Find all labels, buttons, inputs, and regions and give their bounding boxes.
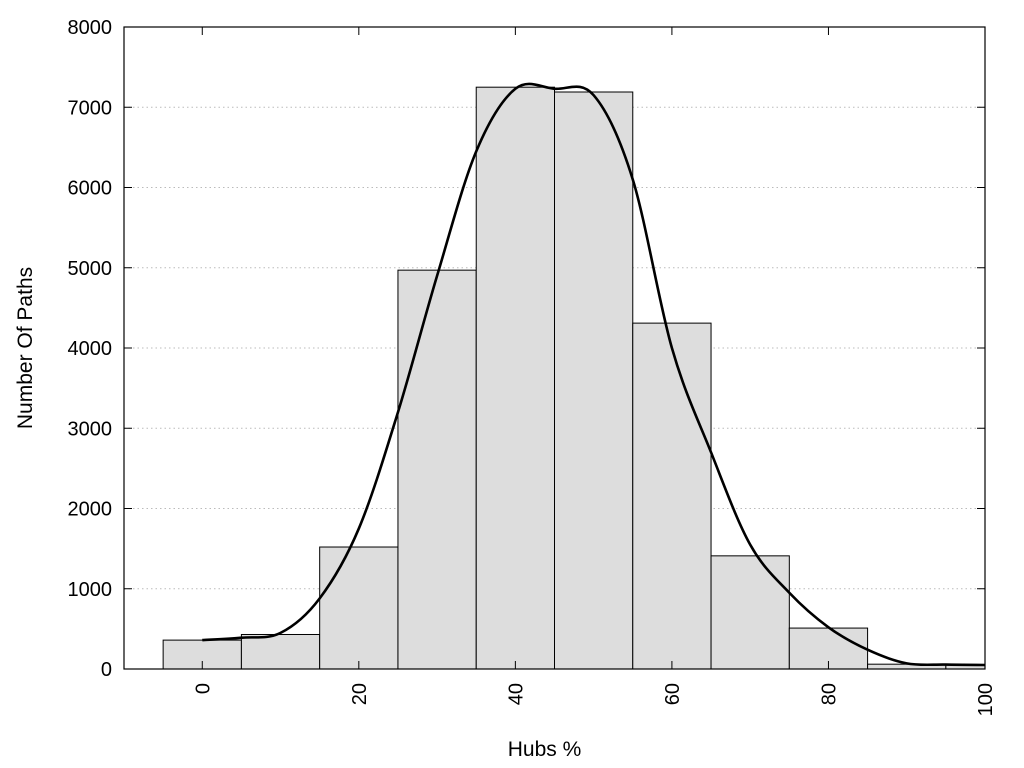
- y-tick-label: 7000: [68, 97, 113, 119]
- histogram-bar: [319, 546, 399, 670]
- y-tick-label: 6000: [68, 178, 113, 200]
- x-tick-label: 60: [662, 683, 684, 705]
- y-tick-label: 3000: [68, 418, 113, 440]
- y-tick-label: 8000: [68, 17, 113, 39]
- histogram-bar: [475, 86, 555, 670]
- histogram-bar: [710, 555, 790, 670]
- y-tick-label: 5000: [68, 258, 113, 280]
- histogram-bars: [162, 86, 986, 670]
- x-tick-label: 40: [505, 683, 527, 705]
- x-tick-label: 0: [192, 683, 214, 694]
- x-axis-title: Hubs %: [508, 738, 582, 761]
- y-axis-title: Number Of Paths: [14, 267, 37, 429]
- y-tick-label: 2000: [68, 499, 113, 521]
- x-tick-label: 100: [975, 683, 997, 716]
- x-axis-ticks: 0 20 40 60 80 100: [192, 27, 997, 716]
- y-tick-label: 4000: [68, 338, 113, 360]
- histogram-bar: [397, 269, 477, 670]
- density-curve: [202, 82, 986, 667]
- y-tick-label: 1000: [68, 579, 113, 601]
- y-tick-label: 0: [101, 659, 112, 681]
- y-axis-ticks: 0 1000 2000 3000 4000 5000 6000 7000 8000: [68, 17, 985, 681]
- histogram-bar: [632, 322, 712, 670]
- x-tick-label: 80: [818, 683, 840, 705]
- x-tick-label: 20: [349, 683, 371, 705]
- histogram-bar: [554, 91, 634, 670]
- histogram-bar: [240, 633, 321, 670]
